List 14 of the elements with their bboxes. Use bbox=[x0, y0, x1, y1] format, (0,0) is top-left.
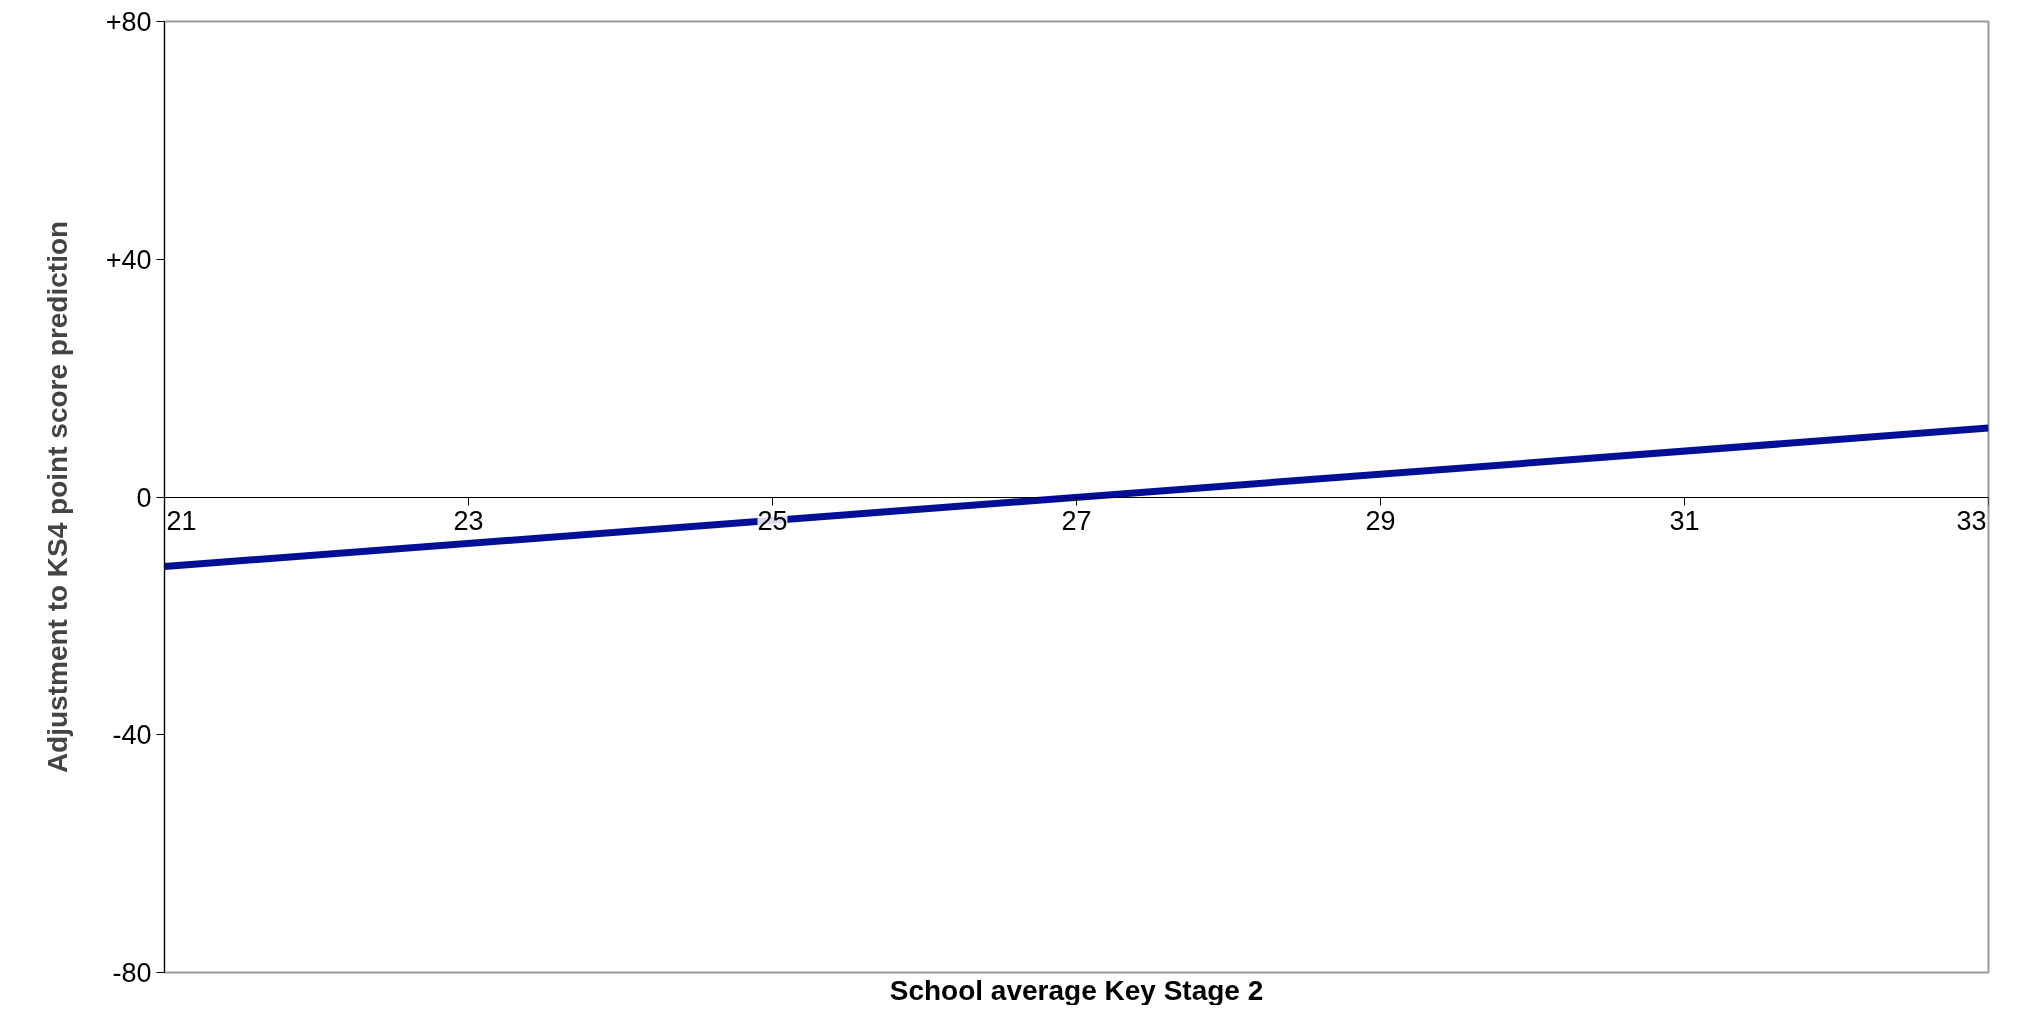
x-tick-label: 27 bbox=[1061, 506, 1092, 536]
x-axis-title: School average Key Stage 2 bbox=[889, 974, 1264, 1006]
y-tick-label: 0 bbox=[136, 482, 152, 513]
x-tick-label: 31 bbox=[1669, 506, 1700, 536]
x-tick-label: 29 bbox=[1365, 506, 1396, 536]
x-tick-label: 33 bbox=[1956, 506, 1987, 536]
x-tick-label: 21 bbox=[166, 506, 197, 536]
y-tick-label: -40 bbox=[112, 720, 152, 751]
y-axis-title: Adjustment to KS4 point score prediction bbox=[41, 220, 73, 774]
y-tick-label: +40 bbox=[105, 244, 152, 275]
x-tick-label: 23 bbox=[453, 506, 484, 536]
x-tick-label: 25 bbox=[757, 506, 788, 536]
y-tick-label: -80 bbox=[112, 958, 152, 988]
y-tick-label: +80 bbox=[105, 7, 152, 37]
